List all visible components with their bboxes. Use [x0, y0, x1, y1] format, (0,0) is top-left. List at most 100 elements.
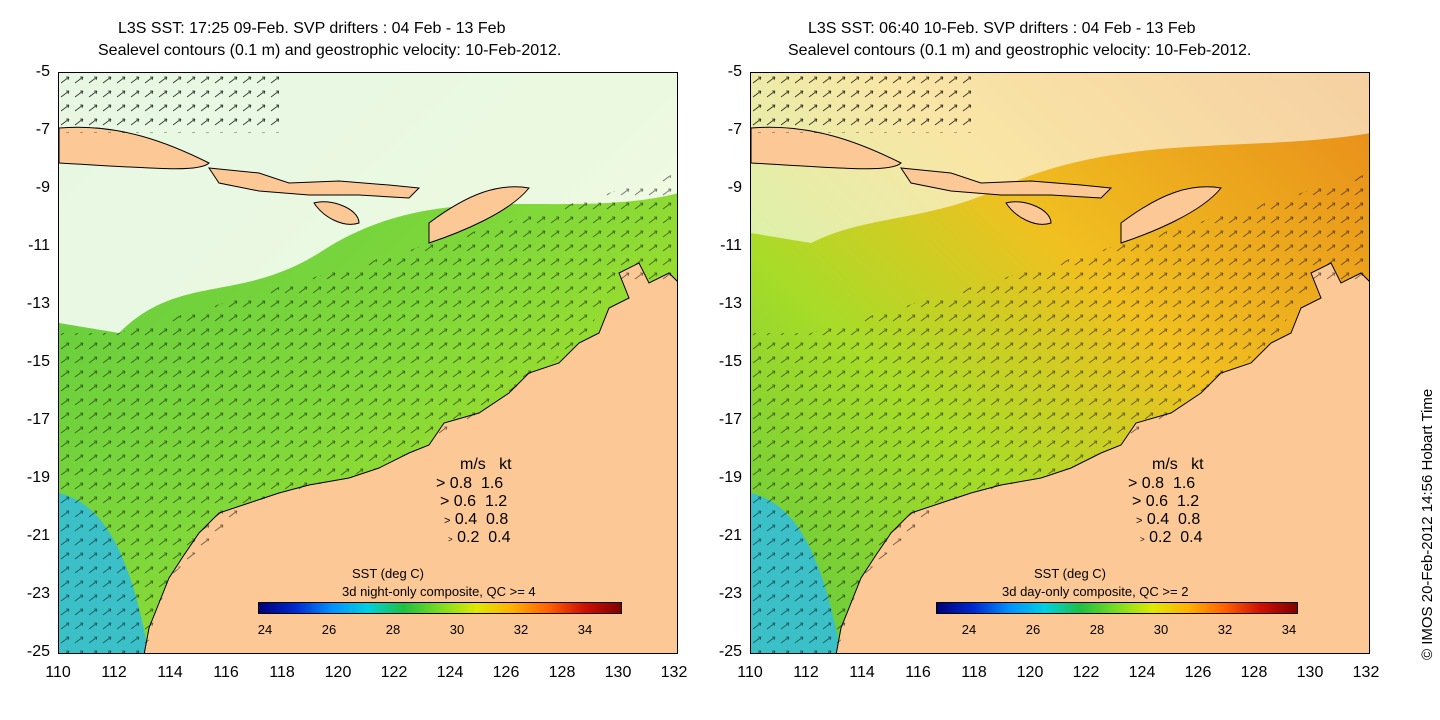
left-sst-map [58, 72, 678, 654]
left-colorbar [258, 602, 622, 614]
legend-kt-header: kt [499, 456, 512, 473]
right-cb-tick: 28 [1089, 622, 1105, 637]
left-y-tick: -19 [26, 469, 50, 486]
left-x-tick: 120 [324, 664, 352, 681]
left-y-tick: -17 [26, 411, 50, 428]
left-x-tick: 112 [101, 664, 127, 681]
right-x-tick: 128 [1240, 664, 1268, 681]
arrow-icon: > [1128, 475, 1138, 492]
lesser-sunda-islands [899, 167, 1113, 199]
right-y-tick: -7 [727, 121, 742, 138]
arrow-icon: > [444, 515, 451, 527]
left-colorbar-subtitle: 3d night-only composite, QC >= 4 [342, 584, 536, 599]
legend-ms-header: m/s [460, 456, 486, 473]
left-y-tick: -21 [26, 527, 50, 544]
arrow-icon: > [448, 535, 453, 544]
right-y-tick: -23 [718, 585, 742, 602]
left-x-tick: 116 [213, 664, 239, 681]
right-legend-row-3: > 0.4 0.8 [1136, 511, 1201, 528]
left-legend-row-2: > 0.6 1.2 [440, 493, 508, 510]
left-map-panel: L3S SST: 17:25 09-Feb. SVP drifters : 04… [26, 20, 688, 681]
right-x-tick: 118 [961, 664, 987, 681]
cloud-mask [59, 73, 677, 333]
left-cb-tick: 24 [257, 622, 273, 637]
right-cb-tick: 24 [961, 622, 977, 637]
timor-island [428, 186, 530, 244]
arrow-icon: > [440, 493, 450, 510]
left-legend-row-4: > 0.2 0.4 [448, 529, 511, 546]
right-x-tick: 112 [793, 664, 819, 681]
left-y-tick: -5 [35, 63, 50, 80]
left-x-tick: 132 [660, 664, 688, 681]
right-x-tick: 116 [905, 664, 931, 681]
left-title-line2: Sealevel contours (0.1 m) and geostrophi… [98, 42, 562, 59]
lesser-sunda-islands [207, 167, 421, 199]
left-x-tick: 114 [157, 664, 183, 681]
right-y-tick: -11 [720, 237, 742, 254]
right-x-tick: 110 [737, 664, 763, 681]
right-colorbar-title: SST (deg C) [1034, 566, 1107, 581]
right-legend-row-2: > 0.6 1.2 [1132, 493, 1200, 510]
left-x-tick: 126 [492, 664, 520, 681]
right-sst-map [750, 72, 1370, 654]
arrow-icon: > [1140, 535, 1145, 544]
right-x-tick: 114 [849, 664, 875, 681]
northern-velocity-field [59, 73, 279, 133]
arrow-icon: > [1136, 515, 1143, 527]
right-y-tick: -5 [727, 63, 742, 80]
left-cb-tick: 26 [321, 622, 337, 637]
left-y-tick: -23 [26, 585, 50, 602]
geostrophic-velocity-field [59, 173, 677, 653]
right-colorbar-subtitle: 3d day-only composite, QC >= 2 [1002, 584, 1189, 599]
left-x-tick: 124 [436, 664, 464, 681]
right-x-tick: 122 [1072, 664, 1100, 681]
right-cb-tick: 34 [1281, 622, 1297, 637]
left-x-tick: 110 [45, 664, 71, 681]
left-velocity-legend-header: m/s kt [460, 456, 512, 474]
left-legend-row-3: > 0.4 0.8 [444, 511, 509, 528]
left-y-tick: -7 [35, 121, 50, 138]
left-x-tick: 122 [380, 664, 408, 681]
sumba-island [1005, 201, 1052, 225]
right-title-line1: L3S SST: 06:40 10-Feb. SVP drifters : 04… [808, 20, 1196, 37]
right-legend-row-4: > 0.2 0.4 [1140, 529, 1203, 546]
right-y-tick: -13 [718, 295, 742, 312]
right-colorbar [936, 602, 1298, 614]
timor-island [1120, 186, 1222, 244]
right-cb-tick: 26 [1025, 622, 1041, 637]
right-map-panel: L3S SST: 06:40 10-Feb. SVP drifters : 04… [690, 0, 1410, 720]
left-x-tick: 128 [548, 664, 576, 681]
arrow-icon: > [436, 475, 446, 492]
legend-kt-header: kt [1191, 456, 1204, 473]
left-y-tick: -15 [26, 353, 50, 370]
left-y-tick: -13 [26, 295, 50, 312]
right-x-tick: 130 [1296, 664, 1324, 681]
right-y-tick: -9 [727, 179, 742, 196]
left-y-tick: -11 [28, 237, 50, 254]
left-cb-tick: 30 [449, 622, 465, 637]
left-title-line1: L3S SST: 17:25 09-Feb. SVP drifters : 04… [118, 20, 506, 37]
right-cb-tick: 32 [1217, 622, 1233, 637]
right-y-tick: -17 [718, 411, 742, 428]
right-y-tick: -19 [718, 469, 742, 486]
left-y-tick: -25 [26, 643, 50, 660]
right-map-graphic [751, 73, 1369, 653]
right-y-tick: -21 [718, 527, 742, 544]
imos-credit: © IMOS 20-Feb-2012 14:56 Hobart Time [1419, 388, 1436, 660]
arrow-icon: > [1132, 493, 1142, 510]
right-x-tick: 124 [1128, 664, 1156, 681]
right-cb-tick: 30 [1153, 622, 1169, 637]
left-map-graphic [59, 73, 677, 653]
left-cb-tick: 32 [513, 622, 529, 637]
right-y-tick: -25 [718, 643, 742, 660]
right-y-tick: -15 [718, 353, 742, 370]
northern-velocity-field [751, 73, 971, 133]
right-x-tick: 120 [1016, 664, 1044, 681]
left-colorbar-title: SST (deg C) [352, 566, 425, 581]
right-title-line2: Sealevel contours (0.1 m) and geostrophi… [788, 42, 1252, 59]
sumba-island [313, 201, 360, 225]
right-velocity-legend-header: m/s kt [1152, 456, 1204, 474]
left-x-tick: 118 [269, 664, 295, 681]
left-legend-row-1: > 0.8 1.6 [436, 475, 504, 492]
right-legend-row-1: > 0.8 1.6 [1128, 475, 1196, 492]
